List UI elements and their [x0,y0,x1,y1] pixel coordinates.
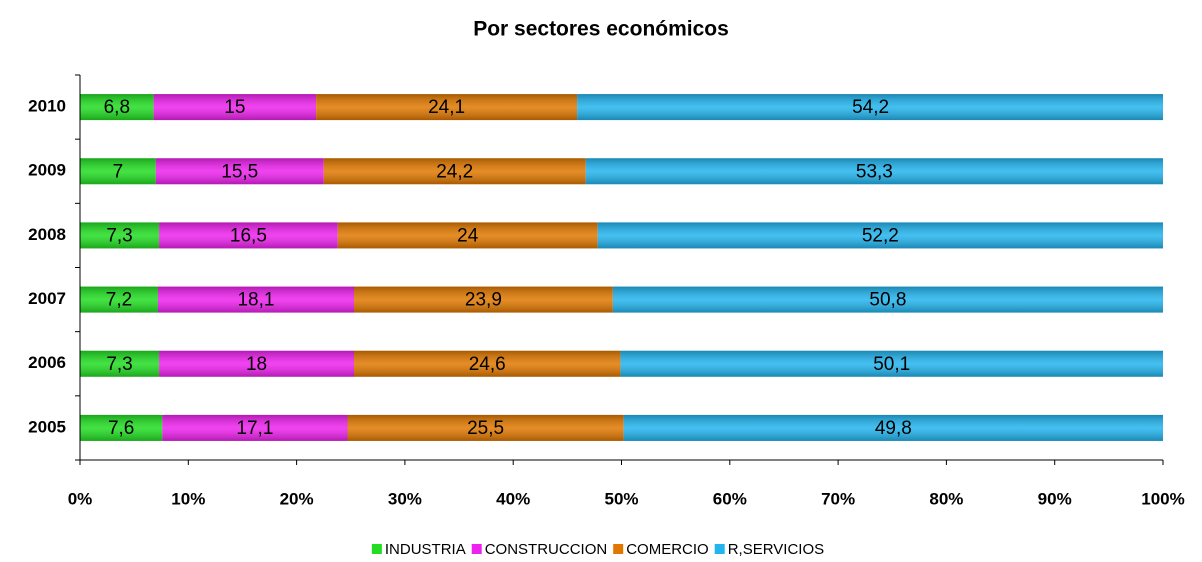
bar-shade [597,222,1163,249]
data-label: 24,6 [469,354,506,375]
data-label: 15,5 [221,161,258,182]
legend-label: R,SERVICIOS [728,541,824,558]
bar-shade [155,158,324,185]
bar-shade [353,286,613,313]
y-tick-label: 2006 [28,353,66,372]
x-tick-label: 70% [821,489,855,508]
data-label: 23,9 [465,290,502,311]
bar-shade [80,350,160,377]
bar-shade [337,222,598,249]
data-label: 7,6 [108,418,134,439]
bar-shade [323,158,586,185]
bar-shade [80,286,158,313]
bar-shade [353,350,621,377]
y-tick-label: 2010 [28,97,66,116]
bar-shade [157,286,354,313]
legend-swatch [471,544,482,554]
x-tick-label: 10% [171,489,205,508]
bar-shade [162,414,348,441]
data-label: 50,8 [869,290,906,311]
x-tick-label: 40% [496,489,530,508]
data-label: 52,2 [862,225,899,246]
data-label: 49,8 [875,418,912,439]
legend-swatch [371,544,382,554]
y-tick-label: 2009 [28,161,66,180]
bar-shade [620,350,1163,377]
data-label: 24,2 [436,161,473,182]
data-label: 24 [457,225,479,246]
data-label: 50,1 [873,354,910,375]
bar-shade [159,350,354,377]
x-tick-label: 30% [388,489,422,508]
data-label: 7,3 [106,354,132,375]
data-label: 16,5 [230,225,267,246]
legend-swatch [613,544,624,554]
x-tick-label: 0% [68,489,93,508]
x-tick-label: 60% [713,489,747,508]
data-label: 7,3 [106,225,132,246]
x-tick-label: 80% [929,489,963,508]
x-tick-label: 100% [1141,489,1184,508]
x-tick-label: 20% [280,489,314,508]
bar-shade [80,222,160,249]
data-label: 53,3 [856,161,893,182]
bar-shade [153,94,317,121]
data-label: 54,2 [852,97,889,118]
bar-shade [80,414,163,441]
data-label: 18,1 [237,290,274,311]
chart-title: Por sectores económicos [473,18,729,41]
legend-swatch [714,544,725,554]
data-label: 15 [224,97,245,118]
data-label: 24,1 [428,97,465,118]
legend-label: CONSTRUCCION [485,541,608,558]
bar-shade [585,158,1163,185]
data-label: 18 [246,354,267,375]
x-tick-label: 90% [1038,489,1072,508]
data-label: 17,1 [236,418,273,439]
y-tick-label: 2008 [28,225,66,244]
bar-shade [316,94,578,121]
x-tick-label: 50% [604,489,638,508]
legend-label: INDUSTRIA [385,541,466,558]
bar-shade [80,94,154,121]
y-tick-label: 2005 [28,417,66,436]
bar-shade [347,414,624,441]
data-label: 25,5 [467,418,504,439]
bar-shade [159,222,338,249]
bar-shade [612,286,1163,313]
bar-shade [80,158,156,185]
legend-label: COMERCIO [626,541,709,558]
bar-shade [577,94,1163,121]
y-tick-label: 2007 [28,289,66,308]
data-label: 7 [113,161,124,182]
data-label: 7,2 [106,290,132,311]
bar-shade [623,414,1163,441]
data-label: 6,8 [104,97,130,118]
